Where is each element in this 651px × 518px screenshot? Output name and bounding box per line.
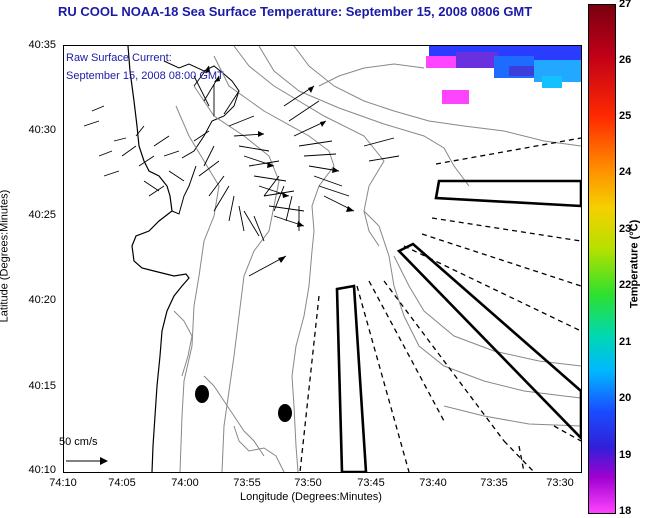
surface-current-vectors	[83, 65, 400, 277]
colorbar-label: Temperature (°C)	[628, 219, 641, 309]
y-tick-40-25: 40:25	[28, 209, 56, 221]
legend-line-1: Raw Surface Current:	[66, 52, 172, 64]
scale-arrow	[66, 457, 108, 465]
bathymetry-contours	[173, 46, 581, 472]
cb-tick-21: 21	[619, 336, 632, 348]
y-axis-label: Latitude (Degrees:Minutes)	[0, 189, 11, 323]
map-canvas	[66, 46, 581, 472]
sst-patches	[426, 46, 581, 104]
x-tick-73-40: 73:40	[419, 477, 447, 489]
cb-tick-19: 19	[619, 449, 632, 461]
cb-tick-24: 24	[619, 166, 632, 178]
y-tick-40-10: 40:10	[28, 464, 56, 476]
x-tick-73-50: 73:50	[294, 477, 322, 489]
y-tick-40-20: 40:20	[28, 294, 56, 306]
x-tick-74-05: 74:05	[108, 477, 136, 489]
x-tick-73-35: 73:35	[480, 477, 508, 489]
y-tick-40-15: 40:15	[28, 380, 56, 392]
x-tick-73-55: 73:55	[233, 477, 261, 489]
cb-tick-22: 22	[619, 279, 632, 291]
y-tick-40-30: 40:30	[28, 124, 56, 136]
survey-boxes	[335, 179, 581, 472]
cb-tick-26: 26	[619, 54, 632, 66]
x-axis-label: Longitude (Degrees:Minutes)	[240, 491, 382, 503]
y-tick-40-35: 40:35	[28, 39, 56, 51]
dashed-transects	[299, 137, 581, 472]
station-marker-1[interactable]	[195, 385, 209, 403]
vector-arrowheads	[205, 66, 354, 263]
cb-tick-25: 25	[619, 110, 632, 122]
x-tick-74-10: 74:10	[49, 477, 77, 489]
map-plot-area[interactable]	[63, 45, 582, 473]
cb-tick-27: 27	[619, 0, 632, 10]
cb-tick-23: 23	[619, 223, 632, 235]
coastline	[127, 46, 190, 472]
cb-tick-18: 18	[619, 505, 632, 517]
station-marker-2[interactable]	[278, 404, 292, 422]
x-tick-73-45: 73:45	[357, 477, 385, 489]
cb-tick-20: 20	[619, 392, 632, 404]
scale-label: 50 cm/s	[59, 436, 98, 448]
temperature-colorbar	[588, 4, 616, 514]
x-tick-74-00: 74:00	[171, 477, 199, 489]
x-tick-73-30: 73:30	[546, 477, 574, 489]
legend-line-2: September 15, 2008 08:00 GMT	[66, 70, 224, 82]
